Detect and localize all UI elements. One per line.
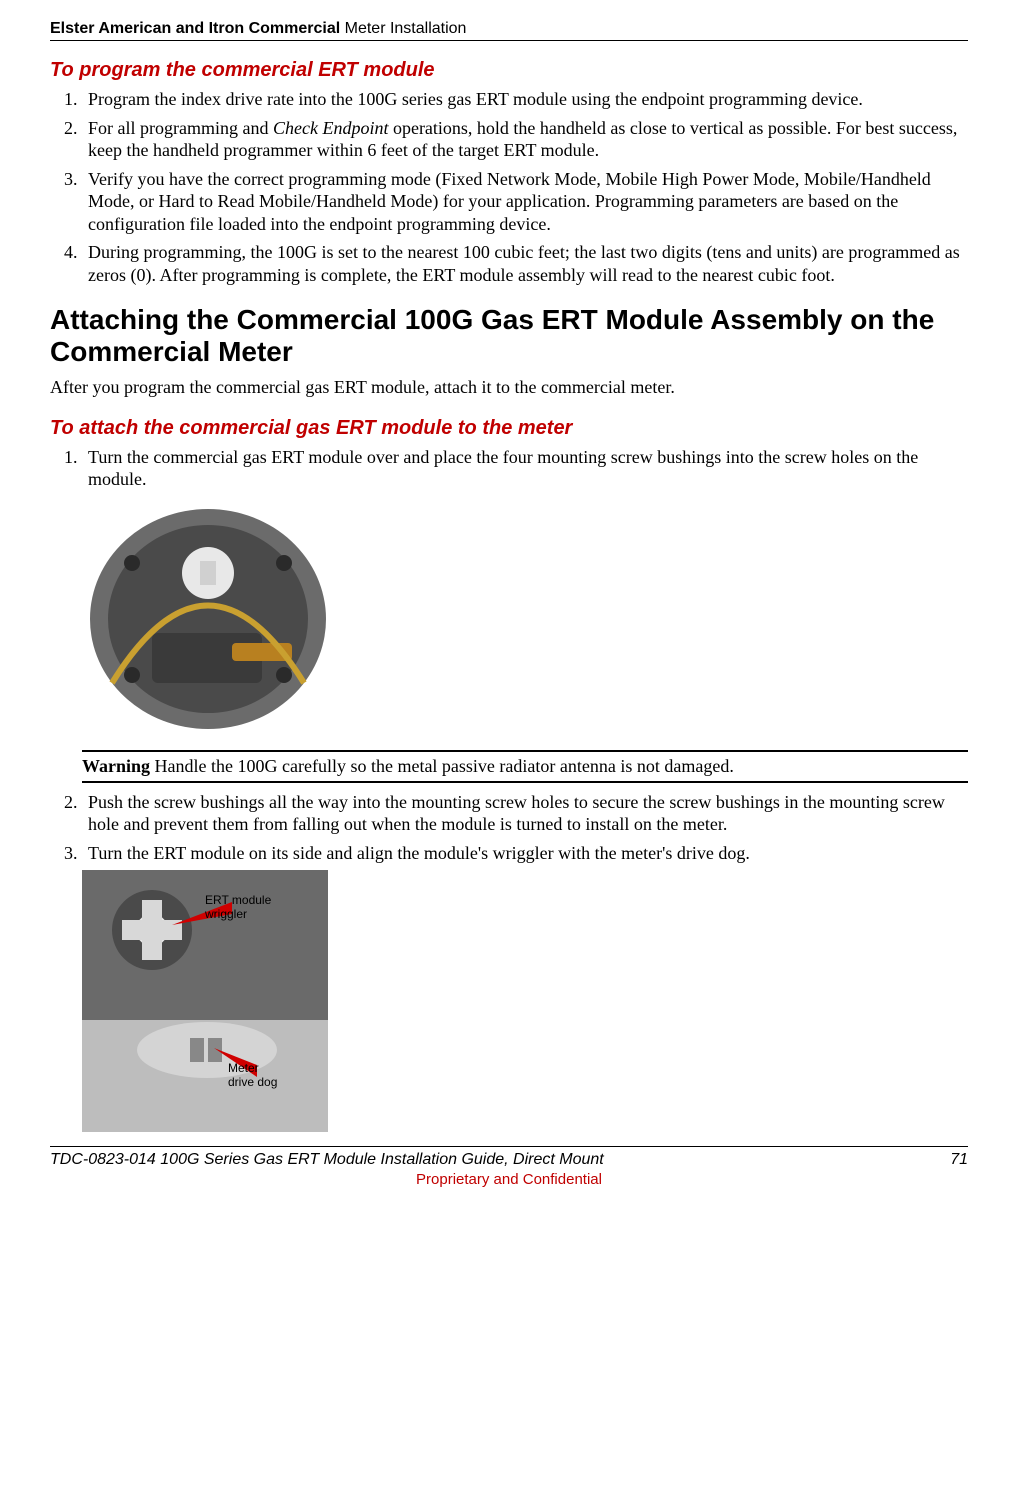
callout-ert-wriggler: ERT module wriggler [205, 894, 271, 920]
attach-list-cont: Push the screw bushings all the way into… [50, 791, 968, 865]
intro-text: After you program the commercial gas ERT… [50, 376, 968, 399]
ert-module-image [82, 503, 334, 735]
warning-text: Handle the 100G carefully so the metal p… [150, 756, 734, 776]
header-bold: Elster American and Itron Commercial [50, 20, 340, 37]
attach-list: Turn the commercial gas ERT module over … [50, 446, 968, 491]
warning-box: Warning Handle the 100G carefully so the… [82, 750, 968, 783]
footer-left: TDC-0823-014 100G Series Gas ERT Module … [50, 1151, 604, 1169]
footer-page-number: 71 [950, 1151, 968, 1169]
callout-drive-dog: Meter drive dog [228, 1062, 277, 1088]
program-step-2: For all programming and Check Endpoint o… [82, 117, 968, 162]
warning-label: Warning [82, 756, 150, 776]
attach-step-2: Push the screw bushings all the way into… [82, 791, 968, 836]
program-step-4: During programming, the 100G is set to t… [82, 241, 968, 286]
footer-center: Proprietary and Confidential [50, 1171, 968, 1188]
section-title-attach: To attach the commercial gas ERT module … [50, 417, 968, 440]
footer: TDC-0823-014 100G Series Gas ERT Module … [50, 1147, 968, 1169]
page-header: Elster American and Itron Commercial Met… [50, 20, 968, 41]
program-step-1: Program the index drive rate into the 10… [82, 88, 968, 111]
header-light: Meter Installation [340, 20, 466, 37]
attach-step-3: Turn the ERT module on its side and alig… [82, 842, 968, 865]
program-step-3: Verify you have the correct programming … [82, 168, 968, 236]
attach-step-1: Turn the commercial gas ERT module over … [82, 446, 968, 491]
program-list: Program the index drive rate into the 10… [50, 88, 968, 286]
section-title-program: To program the commercial ERT module [50, 59, 968, 82]
main-heading: Attaching the Commercial 100G Gas ERT Mo… [50, 304, 968, 368]
